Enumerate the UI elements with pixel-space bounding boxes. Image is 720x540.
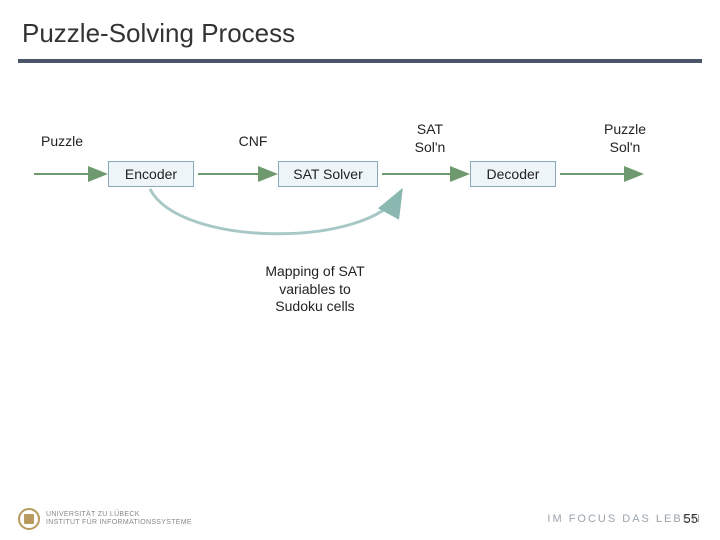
inst-line2: INSTITUT FÜR INFORMATIONSSYSTEME	[46, 519, 192, 527]
footer-tagline: IM FOCUS DAS LEBEN	[547, 513, 702, 525]
label-cnf: CNF	[228, 133, 278, 151]
footer: UNIVERSITÄT ZU LÜBECK INSTITUT FÜR INFOR…	[0, 508, 720, 530]
label-mapping: Mapping of SAT variables to Sudoku cells	[240, 263, 390, 316]
box-sat-solver: SAT Solver	[278, 161, 378, 187]
label-sat-soln: SAT Sol'n	[400, 121, 460, 156]
label-puzzle: Puzzle	[32, 133, 92, 151]
slide-title: Puzzle-Solving Process	[0, 0, 720, 59]
mapping-curve	[150, 189, 400, 234]
institution-text: UNIVERSITÄT ZU LÜBECK INSTITUT FÜR INFOR…	[46, 511, 192, 526]
title-underline	[18, 59, 702, 63]
inst-line1: UNIVERSITÄT ZU LÜBECK	[46, 511, 192, 519]
box-decoder: Decoder	[470, 161, 556, 187]
box-encoder: Encoder	[108, 161, 194, 187]
footer-logo: UNIVERSITÄT ZU LÜBECK INSTITUT FÜR INFOR…	[18, 508, 192, 530]
page-number: 55	[684, 511, 698, 526]
label-puzzle-soln: Puzzle Sol'n	[590, 121, 660, 156]
university-seal-icon	[18, 508, 40, 530]
process-diagram: Puzzle CNF SAT Sol'n Puzzle Sol'n Encode…	[0, 113, 720, 413]
